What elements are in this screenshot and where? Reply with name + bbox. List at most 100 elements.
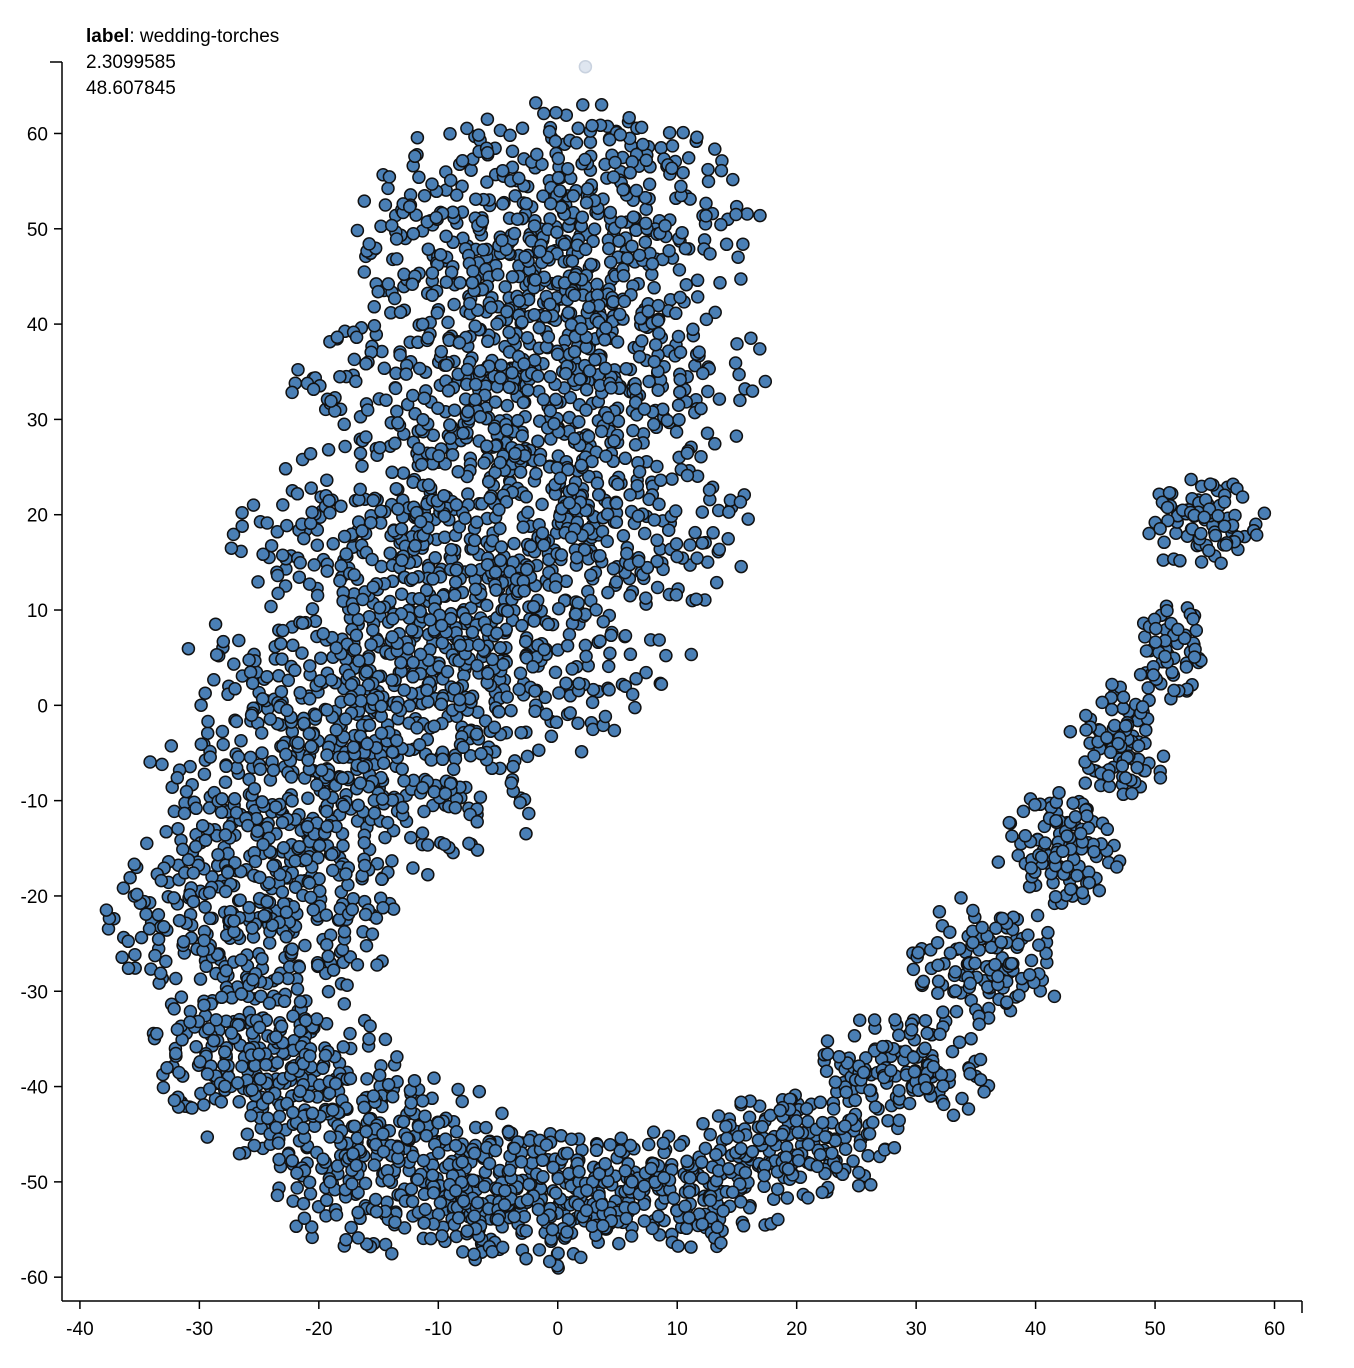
data-point-2425[interactable] bbox=[337, 799, 351, 814]
data-point-2371[interactable] bbox=[302, 727, 317, 741]
data-point-3424[interactable] bbox=[477, 1179, 492, 1194]
data-point-3302[interactable] bbox=[296, 1196, 311, 1211]
data-point-1608[interactable] bbox=[590, 476, 605, 490]
data-point-2110[interactable] bbox=[602, 683, 616, 697]
data-point-1966[interactable] bbox=[560, 638, 575, 653]
data-point-506[interactable] bbox=[385, 218, 399, 233]
data-point-958[interactable] bbox=[641, 304, 656, 318]
data-point-637[interactable] bbox=[431, 401, 445, 415]
data-point-1568[interactable] bbox=[632, 465, 647, 479]
data-point-2312[interactable] bbox=[234, 733, 248, 748]
data-point-2829[interactable] bbox=[300, 819, 315, 834]
data-point-513[interactable] bbox=[402, 199, 417, 214]
data-point-4019[interactable] bbox=[864, 1178, 878, 1192]
data-point-3411[interactable] bbox=[424, 1231, 438, 1246]
data-point-2818[interactable] bbox=[176, 935, 191, 949]
data-point-372[interactable] bbox=[665, 139, 680, 153]
data-point-1808[interactable] bbox=[628, 700, 642, 715]
data-point-4636[interactable] bbox=[1257, 506, 1272, 521]
data-point-1464[interactable] bbox=[516, 520, 530, 534]
data-point-442[interactable] bbox=[753, 208, 767, 223]
data-point-768[interactable] bbox=[388, 381, 403, 396]
data-point-385[interactable] bbox=[510, 212, 525, 226]
data-point-1468[interactable] bbox=[639, 591, 653, 605]
data-point-1580[interactable] bbox=[320, 564, 334, 578]
data-point-3054[interactable] bbox=[172, 1065, 186, 1080]
data-point-3266[interactable] bbox=[479, 1120, 493, 1135]
data-point-827[interactable] bbox=[648, 337, 663, 352]
data-point-2420[interactable] bbox=[448, 800, 463, 815]
data-point-2480[interactable] bbox=[280, 703, 294, 718]
data-point-2810[interactable] bbox=[202, 885, 217, 900]
data-point-3645[interactable] bbox=[498, 1184, 512, 1198]
data-point-4285[interactable] bbox=[936, 1005, 950, 1019]
data-point-3415[interactable] bbox=[272, 1152, 286, 1167]
data-point-1089[interactable] bbox=[226, 527, 241, 542]
data-point-1180[interactable] bbox=[630, 478, 645, 493]
data-point-4656[interactable] bbox=[1203, 477, 1218, 491]
data-point-2010[interactable] bbox=[652, 633, 666, 647]
data-point-1048[interactable] bbox=[421, 331, 435, 345]
data-point-2576[interactable] bbox=[115, 950, 129, 965]
data-point-3678[interactable] bbox=[425, 1168, 440, 1183]
data-point-4470[interactable] bbox=[1063, 724, 1078, 739]
data-point-3878[interactable] bbox=[703, 1193, 718, 1208]
data-point-3162[interactable] bbox=[343, 1071, 358, 1086]
data-point-4649[interactable] bbox=[1153, 521, 1167, 536]
data-point-230[interactable] bbox=[561, 161, 575, 176]
data-point-1893[interactable] bbox=[198, 686, 212, 700]
data-point-4317[interactable] bbox=[1000, 995, 1014, 1009]
data-point-1930[interactable] bbox=[207, 673, 221, 687]
data-point-1605[interactable] bbox=[554, 548, 569, 562]
data-point-1866[interactable] bbox=[216, 634, 231, 649]
data-point-1063[interactable] bbox=[306, 382, 321, 397]
data-point-251[interactable] bbox=[608, 155, 622, 170]
data-point-4155[interactable] bbox=[892, 1083, 906, 1098]
data-point-3059[interactable] bbox=[200, 1067, 215, 1081]
data-point-4663[interactable] bbox=[1162, 485, 1177, 500]
data-point-1052[interactable] bbox=[549, 392, 563, 407]
data-point-2421[interactable] bbox=[253, 762, 268, 776]
data-point-1631[interactable] bbox=[566, 482, 580, 497]
data-point-1070[interactable] bbox=[515, 429, 529, 443]
data-point-1270[interactable] bbox=[599, 449, 613, 463]
data-point-1008[interactable] bbox=[349, 374, 363, 389]
data-point-1524[interactable] bbox=[562, 627, 577, 642]
data-point-307[interactable] bbox=[672, 263, 687, 277]
data-point-2694[interactable] bbox=[215, 792, 229, 806]
data-point-4315[interactable] bbox=[948, 965, 963, 979]
data-point-1147[interactable] bbox=[706, 526, 720, 540]
data-point-2842[interactable] bbox=[167, 891, 181, 905]
data-point-424[interactable] bbox=[578, 152, 592, 167]
data-point-2946[interactable] bbox=[337, 997, 352, 1011]
data-point-145[interactable] bbox=[464, 163, 478, 177]
data-point-3962[interactable] bbox=[861, 1148, 875, 1163]
data-point-2732[interactable] bbox=[336, 839, 350, 853]
data-point-1406[interactable] bbox=[260, 516, 274, 530]
data-point-930[interactable] bbox=[500, 304, 514, 319]
data-point-3407[interactable] bbox=[405, 1194, 420, 1209]
data-point-667[interactable] bbox=[732, 367, 746, 382]
data-point-744[interactable] bbox=[671, 398, 686, 412]
data-point-3999[interactable] bbox=[810, 1159, 825, 1174]
data-point-1075[interactable] bbox=[460, 362, 475, 377]
data-point-4376[interactable] bbox=[1066, 796, 1080, 810]
data-point-2286[interactable] bbox=[389, 700, 404, 715]
data-point-343[interactable] bbox=[602, 132, 617, 147]
data-point-4118[interactable] bbox=[852, 1013, 867, 1027]
data-point-2441[interactable] bbox=[427, 785, 441, 799]
data-point-822[interactable] bbox=[360, 403, 375, 417]
data-point-3091[interactable] bbox=[200, 1130, 215, 1144]
data-point-977[interactable] bbox=[484, 300, 498, 315]
data-point-1924[interactable] bbox=[465, 625, 480, 640]
data-point-4318[interactable] bbox=[991, 969, 1005, 984]
data-point-2448[interactable] bbox=[376, 756, 391, 770]
data-point-1596[interactable] bbox=[508, 446, 522, 461]
data-point-411[interactable] bbox=[575, 210, 590, 224]
data-point-4020[interactable] bbox=[791, 1125, 805, 1140]
data-point-3310[interactable] bbox=[451, 1082, 465, 1097]
data-point-1588[interactable] bbox=[437, 489, 451, 503]
data-point-787[interactable] bbox=[425, 266, 440, 280]
data-point-2030[interactable] bbox=[504, 703, 518, 718]
data-point-2393[interactable] bbox=[319, 804, 334, 819]
